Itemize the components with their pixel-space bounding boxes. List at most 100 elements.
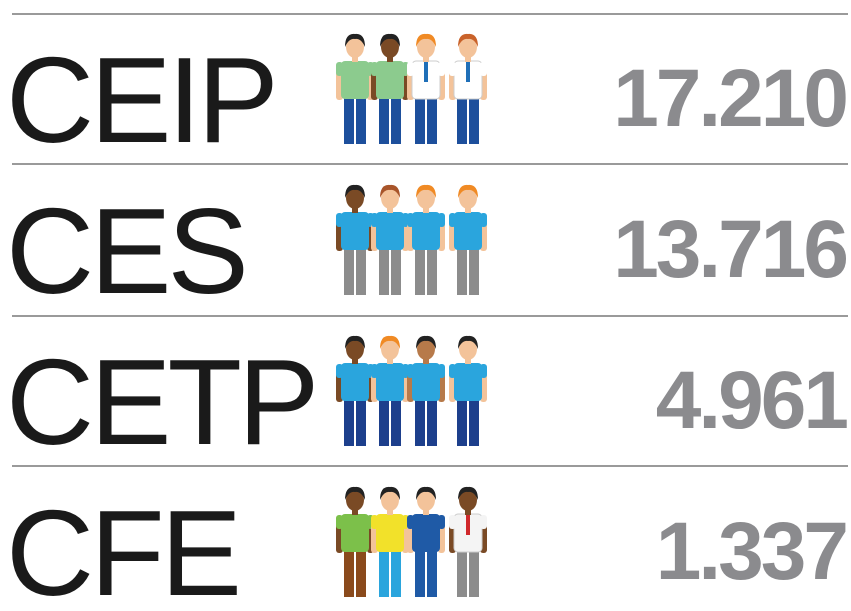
arm-sleeve — [438, 213, 445, 227]
leg — [457, 398, 467, 446]
row-value: 1.337 — [656, 506, 846, 597]
head — [417, 187, 435, 209]
head — [346, 489, 364, 511]
leg — [391, 247, 401, 295]
leg — [344, 398, 354, 446]
row-label: CEIP — [6, 32, 275, 168]
arm-sleeve — [480, 62, 487, 76]
row-label: CFE — [6, 485, 238, 611]
person-icon — [407, 33, 445, 144]
leg — [379, 247, 389, 295]
torso — [454, 212, 482, 250]
leg — [457, 96, 467, 144]
leg — [356, 398, 366, 446]
person-icon — [449, 184, 487, 295]
leg — [356, 549, 366, 597]
head — [417, 36, 435, 58]
person-icon — [371, 184, 409, 295]
leg — [344, 247, 354, 295]
leg — [391, 398, 401, 446]
arm-sleeve — [371, 62, 378, 76]
person-icon — [371, 486, 409, 597]
leg — [356, 247, 366, 295]
tie — [466, 515, 470, 535]
leg — [415, 398, 425, 446]
torso — [454, 363, 482, 401]
arm-sleeve — [438, 62, 445, 76]
hair — [380, 335, 400, 349]
person-icon — [449, 33, 487, 144]
arm-sleeve — [438, 515, 445, 529]
leg — [427, 96, 437, 144]
head — [381, 36, 399, 58]
leg — [379, 398, 389, 446]
leg — [391, 549, 401, 597]
person-icon — [371, 335, 409, 446]
hair — [458, 486, 478, 500]
arm-sleeve — [438, 364, 445, 378]
head — [346, 338, 364, 360]
torso — [376, 212, 404, 250]
hair — [416, 33, 436, 47]
row-value: 4.961 — [656, 355, 848, 446]
person-icon — [449, 335, 487, 446]
head — [381, 187, 399, 209]
head — [459, 338, 477, 360]
arm-sleeve — [336, 62, 343, 76]
arm-sleeve — [449, 62, 456, 76]
arm-sleeve — [480, 213, 487, 227]
arm-sleeve — [449, 364, 456, 378]
torso — [376, 61, 404, 99]
person-icon — [407, 335, 445, 446]
leg — [427, 247, 437, 295]
torso — [341, 61, 369, 99]
hair — [416, 184, 436, 198]
arm-sleeve — [407, 62, 414, 76]
head — [346, 187, 364, 209]
leg — [415, 549, 425, 597]
hair — [416, 486, 436, 500]
hair — [345, 33, 365, 47]
row-value: 13.716 — [613, 204, 846, 295]
person-icon — [407, 184, 445, 295]
leg — [469, 247, 479, 295]
arm-sleeve — [336, 515, 343, 529]
arm-sleeve — [449, 515, 456, 529]
arm-sleeve — [449, 213, 456, 227]
leg — [457, 247, 467, 295]
leg — [457, 549, 467, 597]
person-icon — [336, 335, 374, 446]
head — [417, 489, 435, 511]
hair — [345, 335, 365, 349]
arm-sleeve — [480, 364, 487, 378]
head — [417, 338, 435, 360]
leg — [379, 549, 389, 597]
arm-sleeve — [407, 515, 414, 529]
head — [459, 36, 477, 58]
row-label: CETP — [6, 334, 315, 470]
hair — [380, 486, 400, 500]
tie — [424, 62, 428, 82]
hair — [416, 335, 436, 349]
leg — [469, 96, 479, 144]
hair — [458, 184, 478, 198]
leg — [344, 549, 354, 597]
leg — [427, 398, 437, 446]
leg — [356, 96, 366, 144]
person-icon — [407, 486, 445, 597]
torso — [412, 363, 440, 401]
torso — [341, 363, 369, 401]
head — [459, 187, 477, 209]
torso — [412, 212, 440, 250]
leg — [415, 96, 425, 144]
arm-sleeve — [407, 213, 414, 227]
head — [459, 489, 477, 511]
hair — [458, 335, 478, 349]
arm-sleeve — [371, 515, 378, 529]
torso — [341, 212, 369, 250]
hair — [458, 33, 478, 47]
hair — [345, 486, 365, 500]
tie — [466, 62, 470, 82]
arm-sleeve — [371, 364, 378, 378]
